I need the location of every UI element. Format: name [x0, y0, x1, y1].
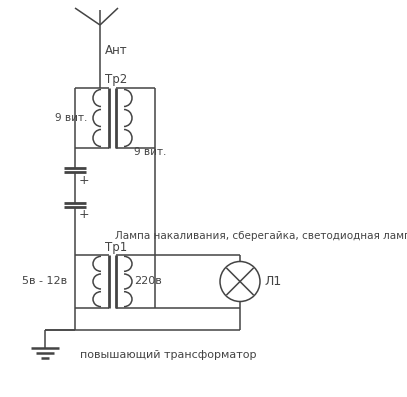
Text: 9 вит.: 9 вит. [55, 113, 88, 123]
Text: 5в - 12в: 5в - 12в [22, 276, 67, 287]
Text: Тр2: Тр2 [105, 73, 127, 87]
Text: Ант: Ант [105, 44, 128, 56]
Text: Лампа накаливания, сберегайка, светодиодная лампа): Лампа накаливания, сберегайка, светодиод… [115, 231, 407, 241]
Text: 220в: 220в [134, 276, 162, 287]
Text: Л1: Л1 [264, 275, 281, 288]
Text: +: + [79, 208, 90, 222]
Text: Тр1: Тр1 [105, 241, 127, 254]
Text: 9 вит.: 9 вит. [134, 147, 166, 157]
Text: +: + [79, 173, 90, 187]
Text: повышающий трансформатор: повышающий трансформатор [80, 350, 256, 360]
